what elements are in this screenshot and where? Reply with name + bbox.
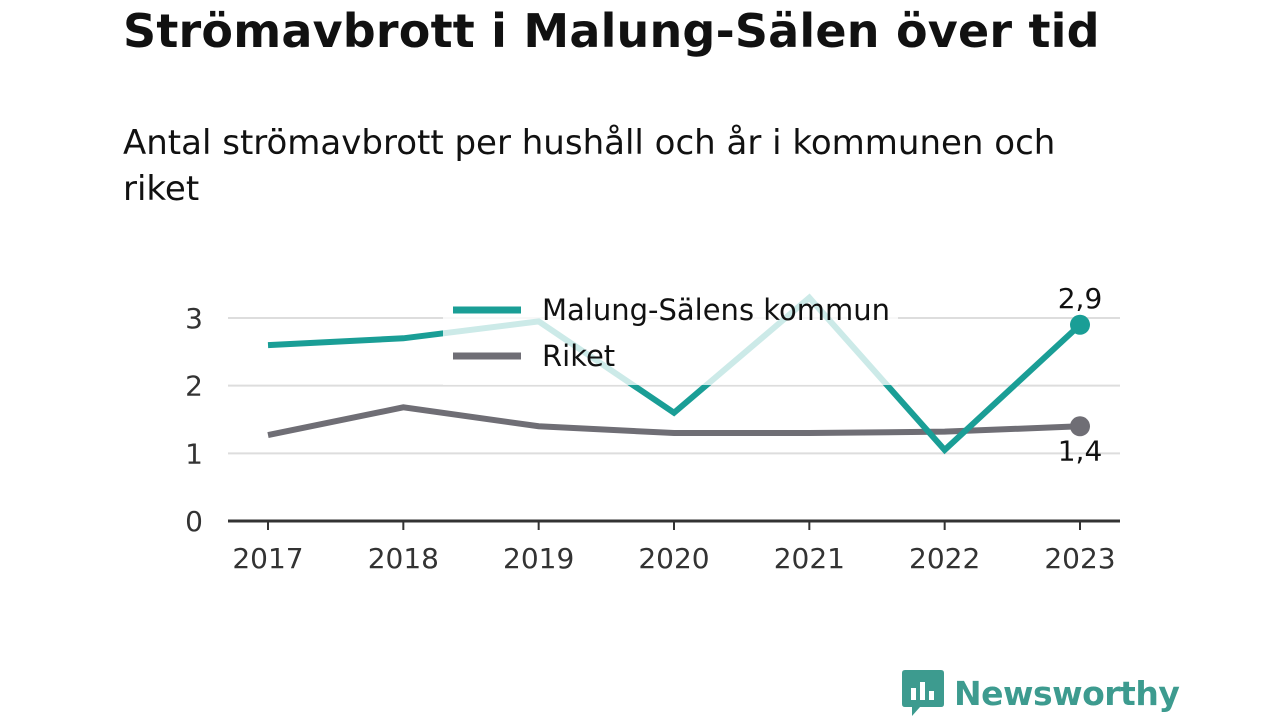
x-tick-label: 2023 [1044, 542, 1115, 575]
y-tick-label: 2 [185, 370, 203, 403]
y-tick-label: 1 [185, 437, 203, 470]
y-tick-label: 0 [185, 505, 203, 538]
x-tick-label: 2019 [503, 542, 574, 575]
x-tick-label: 2022 [909, 542, 980, 575]
x-tick-label: 2021 [774, 542, 845, 575]
end-marker-kommun [1070, 314, 1090, 335]
chart-subtitle: Antal strömavbrott per hushåll och år i … [123, 123, 1056, 209]
legend-label-riket: Riket [542, 339, 615, 373]
end-value-label-riket: 1,4 [1058, 434, 1103, 467]
newsworthy-logo: Newsworthy [902, 670, 1180, 716]
brand-name: Newsworthy [954, 673, 1180, 713]
y-tick-label: 3 [185, 302, 203, 335]
chart-bubble-icon [902, 670, 944, 716]
legend-background [443, 287, 898, 385]
legend-label-kommun: Malung-Sälens kommun [542, 293, 890, 327]
chart-title: Strömavbrott i Malung-Sälen över tid [123, 4, 1100, 58]
x-tick-label: 2020 [638, 542, 709, 575]
x-tick-label: 2017 [232, 542, 303, 575]
end-value-label-kommun: 2,9 [1058, 282, 1103, 315]
series-line-kommun [267, 293, 1083, 455]
x-tick-label: 2018 [368, 542, 439, 575]
series-line-riket [267, 404, 1081, 439]
end-marker-riket [1070, 416, 1090, 437]
